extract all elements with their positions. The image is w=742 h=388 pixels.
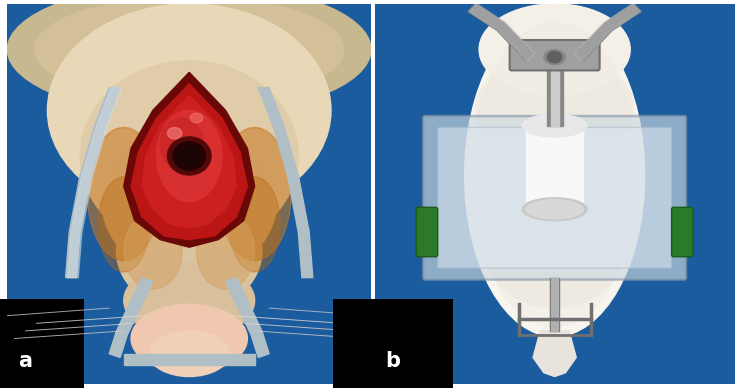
FancyBboxPatch shape [423,116,686,279]
Ellipse shape [47,4,331,217]
Ellipse shape [157,110,222,202]
Ellipse shape [472,23,637,327]
Ellipse shape [526,116,583,135]
Bar [551,278,558,331]
Ellipse shape [88,127,160,261]
Bar [551,57,559,126]
Text: a: a [19,351,33,371]
Ellipse shape [522,198,587,221]
Ellipse shape [80,61,298,251]
Ellipse shape [197,213,255,289]
Polygon shape [470,4,535,61]
Polygon shape [109,278,153,357]
Ellipse shape [218,127,291,261]
Ellipse shape [479,4,630,95]
Polygon shape [468,4,533,61]
Ellipse shape [464,13,645,336]
Ellipse shape [102,126,277,278]
Ellipse shape [486,194,623,308]
Polygon shape [131,84,247,240]
Ellipse shape [522,114,587,137]
Polygon shape [574,4,639,61]
Ellipse shape [131,304,247,373]
Polygon shape [124,72,255,247]
Ellipse shape [190,113,203,123]
Bar [526,126,583,209]
FancyBboxPatch shape [510,40,600,71]
Ellipse shape [173,142,206,170]
Polygon shape [142,95,237,228]
Bar [547,57,562,126]
Bar [124,354,255,365]
Ellipse shape [35,0,344,103]
Ellipse shape [98,177,149,272]
Polygon shape [65,88,120,278]
Ellipse shape [149,331,229,376]
Polygon shape [577,4,641,61]
Text: b: b [386,351,401,371]
Ellipse shape [229,177,280,272]
Ellipse shape [168,127,182,139]
FancyBboxPatch shape [672,207,693,257]
Polygon shape [226,278,269,357]
Ellipse shape [548,52,562,63]
Ellipse shape [526,200,583,219]
Ellipse shape [476,53,634,167]
Bar [550,278,559,331]
Polygon shape [258,88,313,278]
Polygon shape [68,88,122,278]
Ellipse shape [178,147,200,165]
Ellipse shape [7,0,371,116]
Ellipse shape [124,262,255,338]
Ellipse shape [124,213,182,289]
FancyBboxPatch shape [438,127,672,268]
Polygon shape [533,331,577,376]
FancyBboxPatch shape [416,207,438,257]
Ellipse shape [116,190,262,312]
Ellipse shape [168,137,211,175]
Ellipse shape [544,50,565,65]
Ellipse shape [160,118,204,171]
